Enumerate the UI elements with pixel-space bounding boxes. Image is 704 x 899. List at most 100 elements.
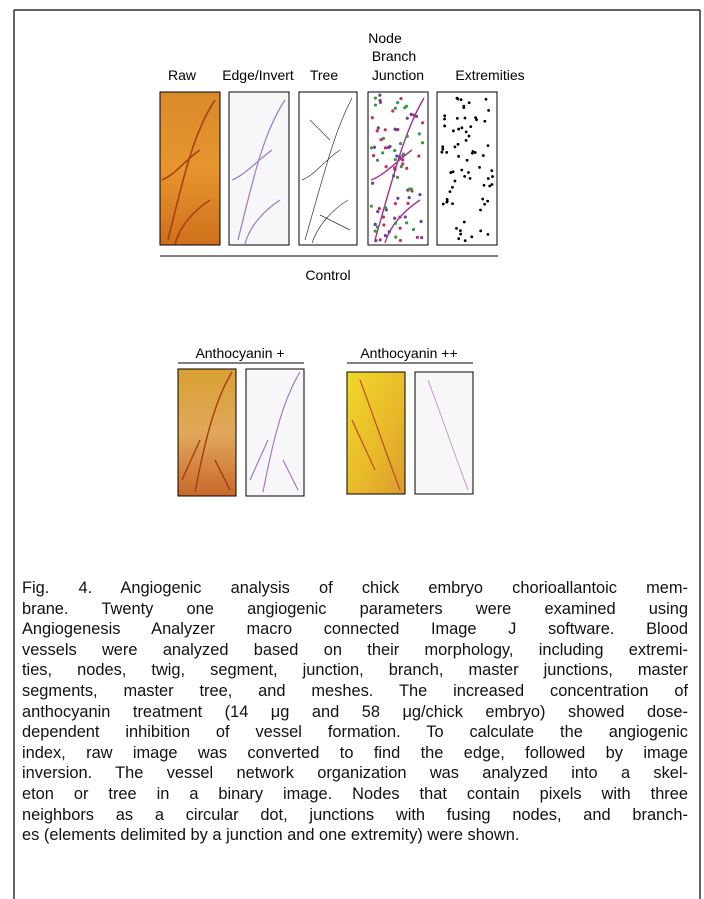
dot: [463, 116, 467, 120]
dot: [453, 179, 457, 183]
dot: [482, 183, 486, 187]
dot: [486, 177, 490, 180]
dot: [460, 126, 464, 130]
dot: [460, 168, 464, 172]
dot: [440, 150, 444, 154]
dot: [459, 98, 463, 102]
dot: [382, 223, 386, 227]
dot: [394, 235, 398, 239]
dot: [441, 147, 445, 151]
dot: [451, 185, 454, 189]
dot: [415, 235, 419, 239]
caption-line: anthocyanin treatment (14 μg and 58 μg/c…: [22, 702, 688, 721]
dot: [408, 187, 412, 191]
dot: [465, 158, 469, 162]
dot: [448, 190, 452, 194]
dot: [383, 206, 388, 210]
dot: [394, 221, 398, 225]
dot: [381, 136, 386, 141]
dot: [473, 151, 477, 154]
dot: [373, 229, 377, 233]
dot: [370, 116, 374, 120]
dot: [393, 148, 397, 153]
caption-line: ties, nodes, twig, segment, junction, br…: [22, 661, 688, 680]
dot: [470, 235, 474, 239]
panel-label: Edge/Invert: [222, 67, 294, 83]
image-raw: [159, 91, 221, 246]
dot: [401, 158, 405, 162]
dot: [396, 101, 400, 105]
dot: [445, 197, 449, 201]
dot: [487, 109, 491, 112]
dot: [464, 130, 468, 134]
frame: [13, 9, 701, 899]
dot: [451, 202, 454, 206]
dot: [370, 181, 375, 185]
dot: [399, 96, 403, 101]
image-antho-plus-edge: [245, 368, 305, 497]
dot: [375, 158, 380, 162]
dot: [393, 166, 397, 170]
dot: [373, 222, 377, 227]
dot: [378, 238, 382, 242]
dot: [387, 230, 391, 234]
dot: [393, 106, 397, 110]
caption-line: index, raw image was converted to find t…: [22, 743, 688, 762]
panel-label: Branch: [372, 48, 416, 64]
dot: [467, 171, 470, 174]
dot: [419, 219, 423, 224]
caption-line: Fig. 4. Angiogenic analysis of chick emb…: [22, 579, 688, 597]
dot: [483, 202, 487, 206]
dot: [443, 114, 447, 118]
group-label: Anthocyanin ++: [360, 345, 457, 361]
dot: [373, 103, 378, 107]
dot: [486, 144, 490, 148]
dot: [459, 232, 463, 236]
dot: [379, 138, 383, 142]
dot: [478, 165, 481, 169]
dot: [405, 116, 409, 120]
dot: [441, 145, 445, 149]
dot: [383, 128, 387, 132]
dot: [471, 150, 475, 153]
image-antho-plusplus-raw: [346, 371, 406, 495]
dot: [393, 216, 397, 220]
dot: [459, 229, 462, 232]
dot: [455, 117, 459, 120]
dot: [456, 142, 460, 146]
dot: [371, 154, 376, 158]
dot: [475, 118, 478, 122]
dot: [479, 229, 483, 233]
dot: [418, 193, 422, 197]
image-edge: [228, 91, 290, 246]
dot: [405, 221, 409, 225]
image-antho-plusplus-edge: [414, 371, 474, 495]
dot: [449, 171, 453, 174]
dot: [373, 96, 378, 100]
caption-line: Angiogenesis Analyzer macro connected Im…: [22, 620, 688, 639]
dot: [378, 98, 382, 103]
dot: [394, 128, 399, 132]
dot: [468, 176, 472, 180]
image-extremities: [436, 91, 498, 246]
dot: [375, 225, 380, 229]
dot: [398, 238, 403, 243]
dot: [384, 165, 388, 169]
dot: [441, 202, 445, 206]
dot: [378, 93, 382, 97]
dot: [403, 106, 407, 110]
dot: [375, 129, 379, 133]
image-node: [367, 91, 429, 246]
dot: [386, 145, 391, 150]
dot: [414, 114, 419, 119]
dot: [457, 154, 460, 158]
dot: [395, 175, 400, 180]
dot: [401, 152, 406, 156]
dot: [381, 215, 386, 219]
dot: [377, 207, 381, 211]
dot: [397, 155, 402, 159]
caption-line: brane. Twenty one angiogenic parameters …: [22, 599, 688, 618]
dot: [381, 151, 385, 155]
dot: [445, 150, 449, 154]
